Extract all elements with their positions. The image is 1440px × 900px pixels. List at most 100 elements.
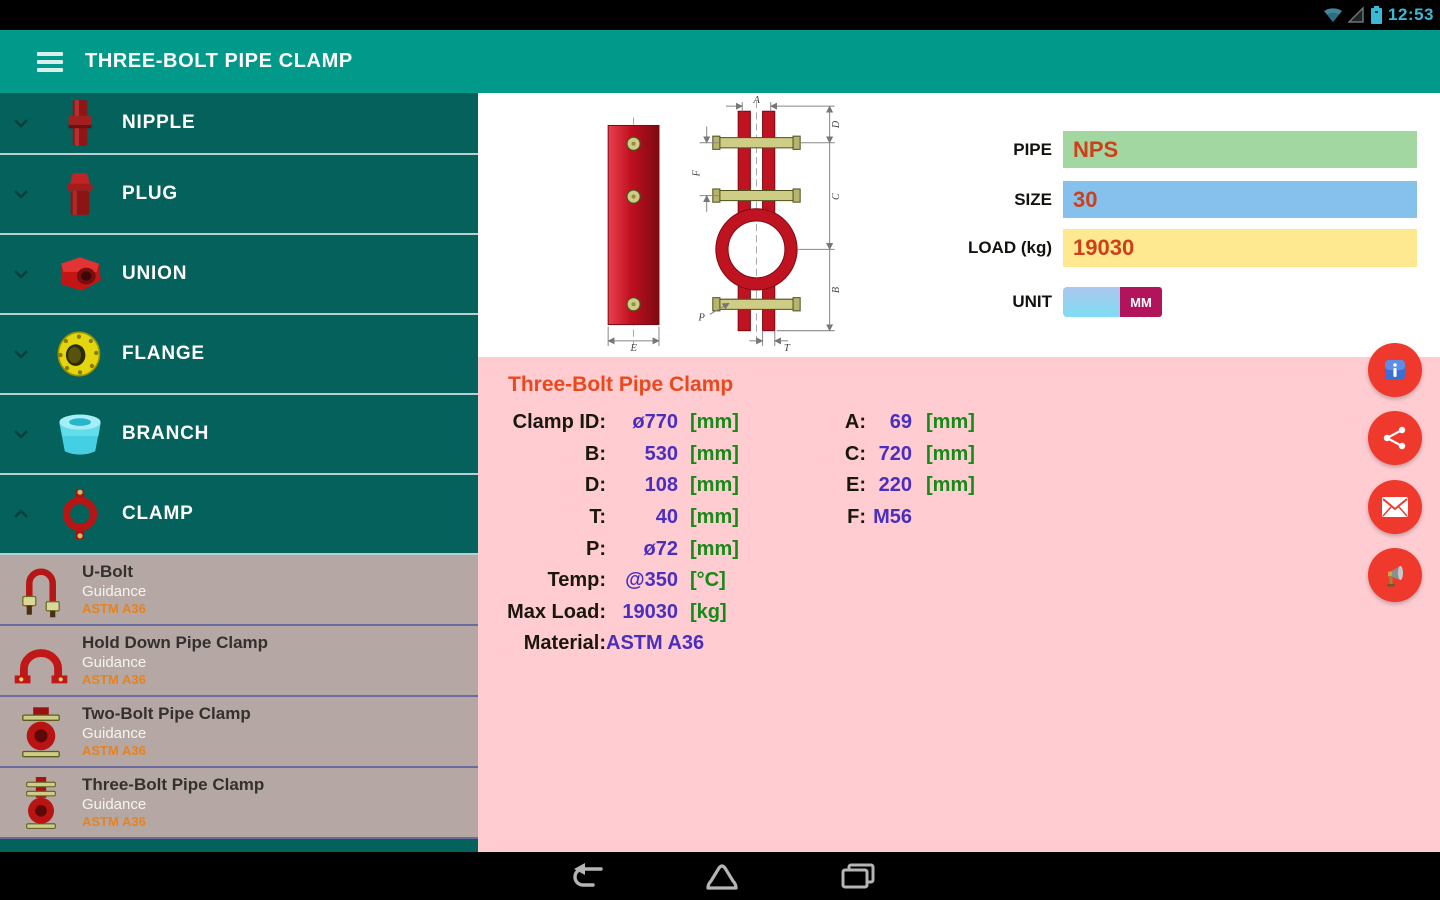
sidebar-subitem-u-bolt[interactable]: U-Bolt Guidance ASTM A36 [0, 555, 478, 626]
subitem-material: ASTM A36 [82, 814, 146, 830]
dim-label-c: C [831, 193, 842, 200]
size-label: SIZE [1014, 190, 1052, 209]
status-time: 12:53 [1388, 5, 1434, 24]
sidebar-item-flange[interactable]: FLANGE [0, 315, 478, 395]
sidebar-subitem-hold-down-pipe-clamp[interactable]: Hold Down Pipe Clamp Guidance ASTM A36 [0, 626, 478, 697]
result-label: T: [589, 506, 606, 529]
content: NIPPLE PLUG [0, 93, 1440, 852]
home-button[interactable] [690, 858, 754, 894]
result-label: Clamp ID: [512, 411, 606, 434]
sidebar-item-union[interactable]: UNION [0, 235, 478, 315]
results-left-column: Clamp ID: ø770 [mm] B: 530 [mm] D: 108 [… [506, 407, 739, 660]
sidebar-item-label: FLANGE [122, 343, 205, 364]
pipe-label: PIPE [1013, 140, 1052, 159]
load-field[interactable]: 19030 [1063, 229, 1417, 267]
signal-icon [1348, 6, 1364, 23]
unit-toggle-track [1063, 287, 1120, 317]
two-bolt-clamp-icon [0, 704, 82, 760]
result-unit: [mm] [690, 411, 739, 434]
chevron-down-icon [0, 427, 42, 441]
nav-bar [0, 852, 1440, 900]
hamburger-icon[interactable] [37, 51, 63, 72]
dim-label-a: A [752, 95, 760, 106]
back-icon [573, 863, 603, 887]
nipple-icon [42, 98, 118, 148]
battery-icon [1371, 6, 1383, 24]
clamp-icon [42, 487, 118, 541]
result-label: C: [844, 442, 866, 465]
sidebar-next-item-partial [0, 839, 478, 852]
pipe-field[interactable]: NPS [1063, 131, 1417, 168]
sidebar-item-branch[interactable]: BRANCH [0, 395, 478, 475]
branch-icon [42, 408, 118, 460]
technical-drawing: E [556, 95, 896, 354]
chevron-up-icon [0, 507, 42, 521]
result-value: 530 [644, 442, 678, 465]
sidebar-subitem-two-bolt-pipe-clamp[interactable]: Two-Bolt Pipe Clamp Guidance ASTM A36 [0, 697, 478, 768]
unit-toggle[interactable]: MM [1063, 287, 1162, 317]
subitem-material: ASTM A36 [82, 672, 146, 688]
dim-label-b: B [831, 287, 842, 293]
result-unit: [mm] [690, 474, 739, 497]
subitem-title: Hold Down Pipe Clamp [82, 633, 269, 653]
chevron-down-icon [0, 116, 42, 130]
result-label: B: [584, 442, 606, 465]
dim-label-f: F [692, 169, 703, 177]
subitem-title: U-Bolt [82, 562, 133, 582]
result-unit: [mm] [926, 442, 975, 465]
sidebar-item-label: CLAMP [122, 503, 194, 524]
chevron-down-icon [0, 347, 42, 361]
result-unit: [mm] [690, 442, 739, 465]
main-panel: E [478, 93, 1440, 852]
recents-icon [841, 863, 875, 889]
dim-label-e: E [630, 343, 638, 351]
app-bar: THREE-BOLT PIPE CLAMP [0, 30, 1440, 93]
app-title: THREE-BOLT PIPE CLAMP [85, 50, 353, 72]
results-title: Three-Bolt Pipe Clamp [508, 373, 734, 396]
result-label: A: [844, 411, 866, 434]
results-panel: Three-Bolt Pipe Clamp Clamp ID: ø770 [mm… [478, 343, 1440, 852]
share-icon [1383, 426, 1406, 450]
result-unit: [mm] [690, 537, 739, 560]
result-label: F: [847, 506, 866, 529]
info-icon [1385, 360, 1405, 380]
info-button[interactable] [1368, 343, 1422, 397]
sidebar-subitem-three-bolt-pipe-clamp[interactable]: Three-Bolt Pipe Clamp Guidance ASTM A36 [0, 768, 478, 839]
result-label: Material: [523, 632, 606, 655]
result-value: 108 [644, 474, 678, 497]
result-label: Max Load: [507, 600, 606, 623]
result-unit: [kg] [690, 600, 727, 623]
email-button[interactable] [1368, 480, 1422, 534]
result-value: 69 [889, 411, 912, 434]
promo-button[interactable] [1368, 548, 1422, 602]
sidebar-item-nipple[interactable]: NIPPLE [0, 93, 478, 155]
size-field[interactable]: 30 [1063, 181, 1417, 218]
result-value: 40 [655, 506, 678, 529]
megaphone-icon [1387, 566, 1403, 587]
sidebar-item-plug[interactable]: PLUG [0, 155, 478, 235]
wifi-icon [1324, 8, 1343, 22]
result-value: 720 [878, 442, 912, 465]
subitem-subtitle: Guidance [82, 582, 147, 600]
unit-label: UNIT [1012, 292, 1052, 311]
back-button[interactable] [556, 858, 620, 894]
result-value: 220 [878, 474, 912, 497]
recents-button[interactable] [826, 858, 890, 894]
union-icon [42, 249, 118, 299]
u-bolt-icon [0, 562, 82, 618]
dim-label-p: P [697, 313, 705, 324]
sidebar-item-clamp[interactable]: CLAMP [0, 475, 478, 555]
sidebar-item-label: NIPPLE [122, 112, 196, 133]
flange-icon [42, 328, 118, 380]
dim-label-d: D [831, 120, 842, 129]
result-value: 19030 [622, 600, 678, 623]
status-bar: 12:53 [0, 0, 1440, 30]
share-button[interactable] [1368, 411, 1422, 465]
subitem-subtitle: Guidance [82, 795, 147, 813]
result-unit: [mm] [690, 506, 739, 529]
result-unit: [°C] [690, 569, 726, 592]
subitem-subtitle: Guidance [82, 724, 147, 742]
result-unit: [mm] [926, 474, 975, 497]
result-label: E: [846, 474, 866, 497]
